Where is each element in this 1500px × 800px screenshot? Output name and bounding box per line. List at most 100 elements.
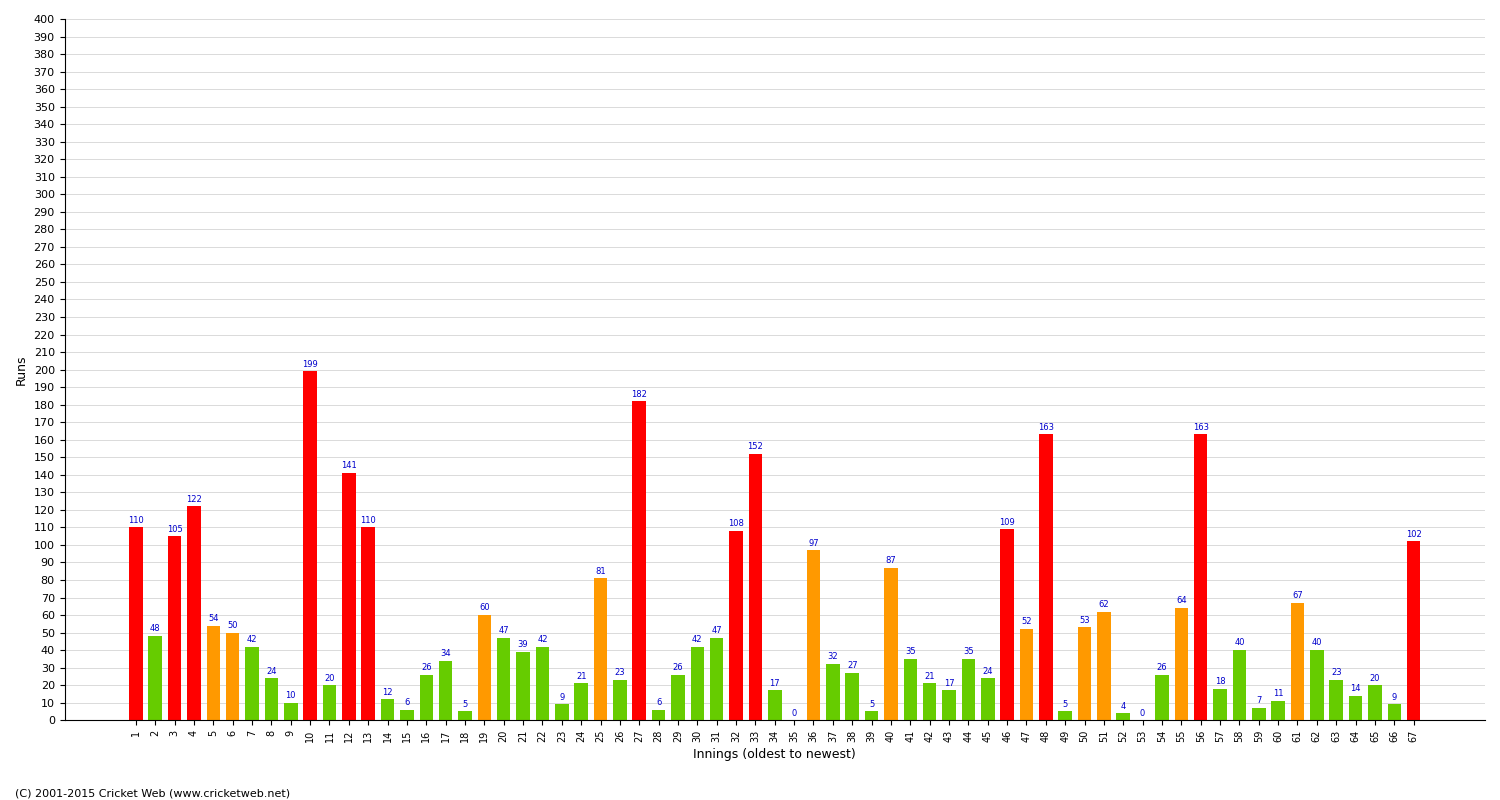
Text: 60: 60 <box>478 603 489 613</box>
Bar <box>129 527 142 720</box>
Bar <box>884 568 897 720</box>
Bar <box>1116 714 1130 720</box>
Text: 5: 5 <box>1062 700 1068 709</box>
Text: 39: 39 <box>518 640 528 650</box>
Bar <box>555 705 568 720</box>
Text: 110: 110 <box>360 516 376 525</box>
Bar <box>633 401 646 720</box>
Bar <box>1155 674 1168 720</box>
Text: 48: 48 <box>150 625 160 634</box>
Text: 108: 108 <box>728 519 744 528</box>
Bar <box>1194 434 1208 720</box>
Bar <box>903 659 916 720</box>
Bar <box>1214 689 1227 720</box>
Text: 182: 182 <box>632 390 646 398</box>
Bar <box>400 710 414 720</box>
Text: 105: 105 <box>166 525 183 534</box>
Bar <box>1310 650 1323 720</box>
Bar <box>729 531 742 720</box>
Bar <box>1020 629 1034 720</box>
Text: 27: 27 <box>847 662 858 670</box>
Text: 12: 12 <box>382 687 393 697</box>
Bar <box>322 685 336 720</box>
X-axis label: Innings (oldest to newest): Innings (oldest to newest) <box>693 748 856 761</box>
Text: 42: 42 <box>248 635 258 644</box>
Text: 9: 9 <box>1392 693 1396 702</box>
Text: 64: 64 <box>1176 596 1186 606</box>
Text: 35: 35 <box>963 647 974 656</box>
Text: (C) 2001-2015 Cricket Web (www.cricketweb.net): (C) 2001-2015 Cricket Web (www.cricketwe… <box>15 788 290 798</box>
Text: 17: 17 <box>944 678 954 688</box>
Text: 141: 141 <box>340 462 357 470</box>
Bar <box>1407 542 1420 720</box>
Text: 34: 34 <box>441 649 452 658</box>
Text: 42: 42 <box>537 635 548 644</box>
Text: 62: 62 <box>1098 600 1108 609</box>
Text: 24: 24 <box>266 666 276 675</box>
Text: 152: 152 <box>747 442 764 451</box>
Text: 24: 24 <box>982 666 993 675</box>
Text: 40: 40 <box>1234 638 1245 647</box>
Text: 97: 97 <box>808 538 819 547</box>
Text: 26: 26 <box>1156 663 1167 672</box>
Bar <box>942 690 956 720</box>
Bar <box>1096 611 1110 720</box>
Text: 50: 50 <box>228 621 238 630</box>
Bar <box>594 578 608 720</box>
Bar <box>246 646 259 720</box>
Bar <box>1348 696 1362 720</box>
Bar <box>1368 685 1382 720</box>
Bar <box>420 674 434 720</box>
Bar <box>264 678 278 720</box>
Text: 52: 52 <box>1022 618 1032 626</box>
Bar <box>516 652 530 720</box>
Bar <box>496 638 510 720</box>
Bar <box>381 699 394 720</box>
Text: 109: 109 <box>999 518 1016 526</box>
Text: 42: 42 <box>692 635 702 644</box>
Bar <box>922 683 936 720</box>
Text: 21: 21 <box>576 672 586 681</box>
Text: 26: 26 <box>672 663 684 672</box>
Text: 18: 18 <box>1215 677 1225 686</box>
Bar <box>1272 701 1286 720</box>
Bar <box>1252 708 1266 720</box>
Bar <box>652 710 666 720</box>
Text: 102: 102 <box>1406 530 1422 538</box>
Text: 163: 163 <box>1192 423 1209 432</box>
Bar <box>710 638 723 720</box>
Bar <box>670 674 684 720</box>
Text: 23: 23 <box>615 668 626 678</box>
Bar <box>168 536 182 720</box>
Text: 163: 163 <box>1038 423 1054 432</box>
Text: 40: 40 <box>1311 638 1322 647</box>
Text: 5: 5 <box>868 700 874 709</box>
Bar <box>477 615 490 720</box>
Bar <box>614 680 627 720</box>
Text: 47: 47 <box>498 626 508 635</box>
Text: 122: 122 <box>186 494 202 504</box>
Text: 4: 4 <box>1120 702 1126 710</box>
Text: 87: 87 <box>885 556 897 565</box>
Bar <box>362 527 375 720</box>
Bar <box>807 550 820 720</box>
Bar <box>458 711 472 720</box>
Text: 32: 32 <box>828 653 839 662</box>
Bar <box>342 473 355 720</box>
Bar <box>1290 602 1305 720</box>
Text: 20: 20 <box>1370 674 1380 682</box>
Bar <box>226 633 240 720</box>
Bar <box>748 454 762 720</box>
Text: 5: 5 <box>462 700 468 709</box>
Text: 7: 7 <box>1256 696 1262 706</box>
Text: 6: 6 <box>404 698 410 707</box>
Text: 0: 0 <box>792 709 796 718</box>
Bar <box>1174 608 1188 720</box>
Text: 23: 23 <box>1330 668 1341 678</box>
Bar <box>865 711 879 720</box>
Y-axis label: Runs: Runs <box>15 354 28 385</box>
Bar <box>440 661 453 720</box>
Text: 47: 47 <box>711 626 722 635</box>
Text: 14: 14 <box>1350 684 1360 693</box>
Bar <box>1040 434 1053 720</box>
